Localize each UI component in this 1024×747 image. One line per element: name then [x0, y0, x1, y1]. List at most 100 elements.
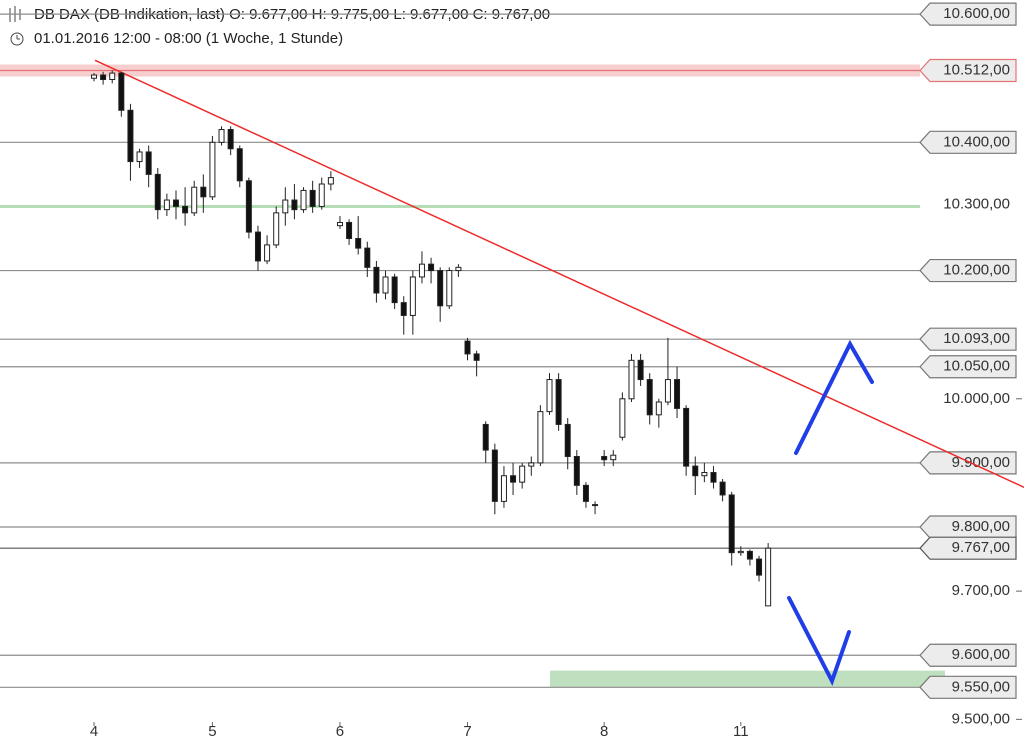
candle-body	[674, 379, 681, 409]
level-label: 10.093,00	[943, 330, 1010, 347]
candle-body	[154, 173, 161, 211]
level-box	[919, 515, 1017, 539]
candle-body	[546, 379, 553, 413]
level-box	[919, 130, 1017, 154]
candle-body	[327, 177, 334, 185]
x-tick-label: 7	[463, 723, 471, 740]
level-box	[919, 536, 1017, 560]
y-tick-label: 9.500,00	[952, 710, 1010, 727]
candle-body	[236, 148, 243, 182]
candle-body	[264, 244, 271, 262]
candle-body	[555, 379, 562, 425]
candle-body	[592, 504, 599, 507]
candle-body	[664, 379, 671, 403]
candle-body	[482, 423, 489, 451]
candle-body	[491, 449, 498, 502]
level-label: 9.600,00	[952, 646, 1010, 663]
level-box	[919, 58, 1017, 83]
candle-body	[291, 199, 298, 211]
x-tick-label: 4	[90, 723, 98, 740]
x-tick-label: 5	[208, 723, 216, 740]
candle-body	[382, 276, 389, 294]
level-label: 10.300,00	[943, 195, 1010, 212]
arrows	[787, 339, 874, 687]
candle-body	[100, 74, 107, 81]
candle-body	[637, 359, 644, 381]
candle-body	[582, 484, 589, 502]
candle-body	[418, 263, 425, 278]
candle-body	[719, 481, 726, 496]
candle-body	[346, 221, 353, 240]
level-label: 9.550,00	[952, 678, 1010, 695]
level-label: 10.600,00	[943, 5, 1010, 22]
candle-body	[209, 141, 216, 198]
level-label: 10.512,00	[943, 61, 1010, 78]
candle-body	[391, 276, 398, 304]
candle-body	[528, 462, 535, 467]
candle-body	[364, 247, 371, 268]
candle-body	[564, 423, 571, 457]
candle-body	[756, 558, 763, 576]
candle-body	[446, 270, 453, 307]
y-tick-label: 9.700,00	[952, 582, 1010, 599]
x-tick-label: 6	[336, 723, 344, 740]
level-label: 9.900,00	[952, 454, 1010, 471]
candle-body	[127, 109, 134, 163]
candle-body	[610, 454, 617, 461]
x-tick-label: 11	[733, 723, 749, 740]
candle-body	[628, 359, 635, 400]
candle-body	[254, 231, 261, 262]
candle-body	[136, 151, 143, 163]
level-label: 10.050,00	[943, 358, 1010, 375]
trendline	[94, 59, 1024, 488]
candle-body	[573, 455, 580, 486]
level-label: 9.767,00	[952, 539, 1010, 556]
candle-body	[355, 238, 362, 249]
candle-body	[191, 186, 198, 214]
candle-body	[109, 72, 116, 81]
candle-body	[619, 398, 626, 438]
candle-body	[464, 340, 471, 355]
candle-body	[318, 183, 325, 207]
candle-body	[692, 465, 699, 477]
level-label: 10.400,00	[943, 133, 1010, 150]
candle-body	[373, 266, 380, 294]
level-box	[919, 258, 1017, 283]
y-tick-label: 10.000,00	[943, 390, 1010, 407]
candle-body	[309, 189, 316, 207]
candle-body	[282, 199, 289, 214]
candle-body	[737, 550, 744, 554]
support-zone	[550, 670, 945, 688]
candle-body	[300, 189, 307, 211]
candle-body	[510, 475, 517, 483]
chart-subtitle: 01.01.2016 12:00 - 08:00 (1 Woche, 1 Stu…	[34, 30, 343, 47]
candle-body	[91, 74, 97, 79]
level-box	[919, 355, 1017, 379]
level-box	[919, 643, 1017, 667]
candle-body	[409, 276, 416, 316]
candle-body	[437, 270, 444, 307]
candle-body	[227, 129, 234, 150]
level-box	[919, 327, 1017, 351]
candle-body	[701, 472, 708, 477]
candle-body	[118, 72, 125, 111]
candle-body	[601, 455, 608, 461]
candle-body	[646, 379, 653, 416]
candle-body	[182, 205, 189, 214]
candle-body	[500, 475, 507, 502]
candle-body	[163, 199, 170, 211]
candle-body	[172, 199, 179, 207]
candle-body	[537, 411, 544, 464]
x-tick-label: 8	[600, 723, 608, 740]
level-box	[919, 451, 1017, 475]
candle-body	[710, 472, 717, 483]
candle-body	[336, 221, 343, 227]
candle-body	[473, 353, 480, 361]
candle-body	[683, 407, 690, 467]
level-box	[919, 675, 1017, 699]
candle-body	[200, 186, 207, 198]
candle-body	[765, 547, 772, 607]
candle-body	[728, 494, 735, 554]
